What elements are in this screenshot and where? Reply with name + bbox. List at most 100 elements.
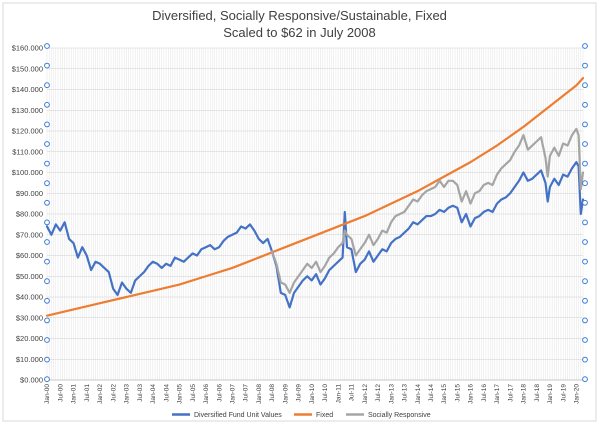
gridlines	[46, 47, 584, 381]
x-tick-label: Jan-10	[309, 384, 316, 404]
selection-handle[interactable]	[582, 337, 588, 343]
selection-handle[interactable]	[582, 356, 588, 363]
selection-handle[interactable]	[44, 43, 50, 49]
selection-handle[interactable]	[44, 101, 50, 108]
x-tick-label: Jan-03	[124, 384, 131, 404]
x-tick-label: Jul-01	[84, 384, 91, 402]
selection-handle[interactable]	[582, 121, 588, 128]
y-tick-label: $70.000	[16, 230, 43, 239]
x-tick-label: Jan-14	[415, 384, 422, 404]
selection-handle[interactable]	[44, 160, 50, 167]
y-tick-label: $60.000	[16, 251, 43, 260]
selection-handles[interactable]	[44, 43, 588, 383]
x-tick-label: Jan-17	[494, 384, 501, 404]
x-tick-label: Jul-03	[137, 384, 144, 402]
x-axis: Jan-00 Jul-00 Jan-01 Jul-01 Jan-02 Jul-02 Jan-…	[44, 379, 583, 404]
selection-handle[interactable]	[44, 376, 50, 383]
x-tick-label: Jul-09	[296, 384, 303, 402]
selection-handle[interactable]	[582, 239, 588, 245]
selection-handle[interactable]	[582, 297, 588, 304]
series-line-0	[45, 161, 585, 309]
selection-handle[interactable]	[582, 258, 588, 265]
selection-handle[interactable]	[582, 43, 588, 49]
y-tick-label: $30.000	[16, 313, 43, 322]
x-tick-label: Jan-13	[388, 384, 395, 404]
legend-label-0: Diversified Fund Unit Values	[194, 412, 282, 419]
x-tick-label: Jan-06	[203, 384, 210, 404]
y-tick-label: $10.000	[16, 355, 43, 364]
x-tick-label: Jan-00	[44, 384, 51, 404]
chart-title-line-1: Diversified, Socially Responsive/Sustain…	[152, 8, 447, 23]
y-tick-label: $140.000	[12, 85, 43, 94]
selection-handle[interactable]	[582, 317, 588, 324]
x-tick-label: Jul-00	[57, 384, 64, 402]
x-tick-label: Jan-02	[97, 384, 104, 404]
y-tick-label: $130.000	[12, 106, 43, 115]
y-axis: $0.000 $10.000 $20.000 $30.000 $40.000 $50.00…	[12, 44, 43, 385]
selection-handle[interactable]	[44, 180, 50, 187]
selection-handle[interactable]	[582, 160, 588, 167]
x-tick-label: Jan-15	[441, 384, 448, 404]
x-tick-label: Jan-12	[362, 384, 369, 404]
x-tick-label: Jul-17	[507, 384, 514, 402]
x-tick-label: Jul-12	[375, 384, 382, 402]
selection-handle[interactable]	[582, 180, 588, 187]
series-line-2	[270, 127, 585, 294]
selection-handle[interactable]	[582, 278, 588, 285]
selection-handle[interactable]	[44, 82, 50, 89]
x-tick-label: Jan-19	[547, 384, 554, 404]
chart-title-line-2: Scaled to $62 in July 2008	[223, 25, 376, 40]
series-lines	[45, 76, 585, 317]
x-tick-label: Jul-13	[402, 384, 409, 402]
selection-handle[interactable]	[44, 141, 50, 147]
x-tick-label: Jul-19	[560, 384, 567, 402]
selection-handle[interactable]	[44, 199, 50, 206]
x-tick-label: Jan-04	[150, 384, 157, 404]
x-tick-label: Jul-10	[322, 384, 329, 402]
selection-handle[interactable]	[44, 317, 50, 324]
x-tick-label: Jul-08	[269, 384, 276, 402]
x-tick-label: Jan-18	[521, 384, 528, 404]
legend: Diversified Fund Unit Values Fixed Sociall…	[172, 412, 431, 419]
y-tick-label: $20.000	[16, 334, 43, 343]
x-tick-label: Jul-02	[110, 384, 117, 402]
selection-handle[interactable]	[44, 278, 50, 285]
x-tick-label: Jul-05	[190, 384, 197, 402]
y-tick-label: $150.000	[12, 64, 43, 73]
selection-handle[interactable]	[582, 62, 588, 69]
x-tick-label: Jul-14	[428, 384, 435, 402]
x-tick-label: Jan-08	[256, 384, 263, 404]
selection-handle[interactable]	[582, 101, 588, 108]
x-tick-label: Jul-06	[216, 384, 223, 402]
selection-handle[interactable]	[44, 297, 50, 304]
legend-label-1: Fixed	[316, 412, 333, 419]
selection-handle[interactable]	[44, 62, 50, 69]
selection-handle[interactable]	[582, 199, 588, 206]
x-tick-label: Jan-09	[282, 384, 289, 404]
x-tick-label: Jul-04	[163, 384, 170, 402]
selection-handle[interactable]	[44, 356, 50, 363]
x-tick-label: Jul-15	[454, 384, 461, 402]
selection-handle[interactable]	[582, 219, 588, 226]
y-tick-label: $110.000	[12, 147, 43, 156]
x-tick-label: Jan-01	[71, 384, 78, 404]
y-tick-label: $0.000	[20, 376, 43, 385]
selection-handle[interactable]	[582, 82, 588, 89]
x-tick-label: Jan-11	[335, 384, 342, 404]
selection-handle[interactable]	[44, 121, 50, 128]
selection-handle[interactable]	[44, 239, 50, 245]
selection-handle[interactable]	[44, 219, 50, 226]
y-tick-label: $90.000	[16, 189, 43, 198]
selection-handle[interactable]	[582, 141, 588, 147]
y-tick-label: $40.000	[16, 293, 43, 302]
selection-handle[interactable]	[582, 376, 588, 383]
x-tick-label: Jul-16	[481, 384, 488, 402]
selection-handle[interactable]	[44, 258, 50, 265]
y-tick-label: $100.000	[12, 168, 43, 177]
x-tick-label: Jan-07	[229, 384, 236, 404]
selection-handle[interactable]	[44, 337, 50, 343]
legend-label-2: Socially Responsive	[368, 412, 431, 419]
y-tick-label: $80.000	[16, 210, 43, 219]
